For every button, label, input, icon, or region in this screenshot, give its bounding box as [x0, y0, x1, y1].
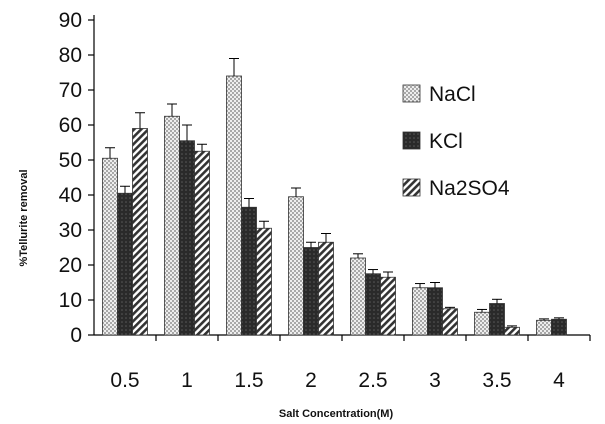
bar-kcl-3.5	[489, 303, 505, 336]
legend-swatch-na2so4	[402, 178, 421, 197]
legend: NaCl KCl Na2SO4	[402, 83, 510, 200]
bars-group	[102, 58, 567, 336]
bar-nacl-1	[164, 115, 180, 336]
bar-na2so4-2.5	[380, 276, 396, 336]
x-tick-label: 2	[305, 369, 317, 392]
bar-nacl-3	[412, 287, 428, 336]
y-tick-label: 10	[59, 289, 82, 312]
y-axis-title: %Tellurite removal	[18, 170, 30, 267]
x-tick-label: 2.5	[358, 369, 387, 392]
bar-nacl-2	[288, 196, 304, 336]
x-tick-label: 3.5	[482, 369, 511, 392]
y-tick-label: 40	[59, 184, 82, 207]
y-tick-label: 80	[59, 44, 82, 67]
bar-kcl-3	[427, 287, 443, 336]
legend-label-na2so4: Na2SO4	[429, 177, 510, 200]
bar-na2so4-3.5	[504, 326, 520, 336]
bar-kcl-1.5	[241, 206, 257, 336]
bar-kcl-1	[179, 140, 195, 336]
y-tick-label: 0	[70, 324, 82, 347]
bar-na2so4-1.5	[256, 227, 272, 336]
x-tick-label: 1	[181, 369, 193, 392]
x-tick-label: 0.5	[110, 369, 139, 392]
bar-nacl-4	[536, 319, 552, 336]
bar-nacl-2.5	[350, 257, 366, 336]
x-tick-label: 3	[429, 369, 441, 392]
bar-na2so4-3	[442, 308, 458, 336]
bar-nacl-1.5	[226, 75, 242, 336]
bar-kcl-4	[551, 318, 567, 336]
legend-swatch-nacl	[402, 84, 421, 103]
legend-label-kcl: KCl	[429, 130, 463, 153]
y-tick-label: 90	[59, 9, 82, 32]
x-axis-title: Salt Concentration(M)	[279, 408, 394, 420]
y-tick-label: 20	[59, 254, 82, 277]
y-axis: 0 10 20 30 40 50 60 70 80 90	[59, 9, 95, 347]
y-tick-label: 60	[59, 114, 82, 137]
bar-kcl-0.5	[117, 192, 133, 336]
x-tick-label: 1.5	[234, 369, 263, 392]
bar-kcl-2	[303, 247, 319, 336]
bar-nacl-3.5	[474, 311, 490, 336]
legend-label-nacl: NaCl	[429, 83, 476, 106]
bar-nacl-0.5	[102, 157, 118, 336]
x-tick-label: 4	[553, 369, 565, 392]
legend-swatch-kcl	[402, 131, 421, 150]
x-axis: 0.5 1 1.5 2 2.5 3 3.5 4	[94, 334, 591, 392]
bar-kcl-2.5	[365, 273, 381, 336]
bar-na2so4-2	[318, 241, 334, 336]
y-tick-label: 50	[59, 149, 82, 172]
bar-na2so4-0.5	[132, 128, 148, 336]
bar-na2so4-1	[194, 150, 210, 336]
y-tick-label: 30	[59, 219, 82, 242]
y-tick-label: 70	[59, 79, 82, 102]
